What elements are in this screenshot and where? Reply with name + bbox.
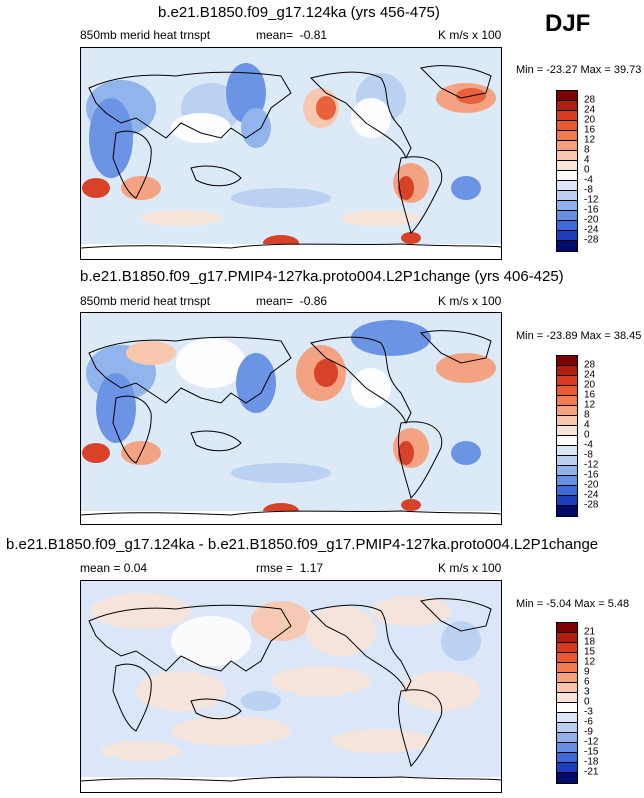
panel-1-variable-label: 850mb merid heat trnspt [80, 28, 211, 42]
panel-2-map [80, 312, 502, 525]
colorbar-label: 4 [584, 154, 590, 166]
colorbar-label: -9 [584, 726, 593, 738]
panel-2-title: b.e21.B1850.f09_g17.PMIP4-127ka.proto004… [80, 268, 564, 285]
colorbar-label: -4 [584, 439, 593, 451]
colorbar-label: -28 [584, 499, 599, 511]
panel-3-mean-label: mean = 0.04 [80, 561, 148, 575]
colorbar-label: -8 [584, 184, 593, 196]
panel-2-variable-label: 850mb merid heat trnspt [80, 294, 211, 308]
colorbar-label: 24 [584, 369, 596, 381]
colorbar-label: -3 [584, 706, 593, 718]
colorbar-label: 12 [584, 399, 596, 411]
colorbar-label: 4 [584, 419, 590, 431]
panel-2-mean-label: mean= -0.86 [256, 294, 328, 308]
colorbar-label: -21 [584, 766, 599, 778]
panel-1-title: b.e21.B1850.f09_g17.124ka (yrs 456-475) [158, 4, 440, 21]
panel-3-title: b.e21.B1850.f09_g17.124ka - b.e21.B1850.… [6, 536, 599, 553]
colorbar-label: 16 [584, 124, 596, 136]
colorbar-label: -18 [584, 756, 599, 768]
panel-3-map [80, 580, 502, 793]
colorbar-label: 20 [584, 114, 596, 126]
colorbar-label: -12 [584, 736, 599, 748]
colorbar-label: 15 [584, 646, 596, 658]
colorbar-label: -28 [584, 234, 599, 246]
panel-1-minmax: Min = -23.27 Max = 39.73 [516, 64, 642, 76]
colorbar-label: -4 [584, 174, 593, 186]
colorbar-label: -12 [584, 459, 599, 471]
colorbar-label: 20 [584, 379, 596, 391]
colorbar-label: 8 [584, 144, 590, 156]
colorbar-label: -12 [584, 194, 599, 206]
colorbar-label: 0 [584, 696, 590, 708]
colorbar-label: 12 [584, 134, 596, 146]
colorbar-label: -16 [584, 469, 599, 481]
season-label: DJF [545, 10, 591, 37]
panel-1-units: K m/s x 100 [438, 28, 502, 42]
colorbar-label: -15 [584, 746, 599, 758]
colorbar-label: 8 [584, 409, 590, 421]
panel-1-mean-label: mean= -0.81 [256, 28, 328, 42]
colorbar-label: 28 [584, 94, 596, 106]
colorbar-label: 3 [584, 686, 590, 698]
colorbar-label: 12 [584, 656, 596, 668]
panel-2-minmax: Min = -23.89 Max = 38.45 [516, 330, 642, 342]
colorbar-label: 6 [584, 676, 590, 688]
panel-2-colorbar [556, 355, 578, 517]
colorbar-label: 0 [584, 164, 590, 176]
colorbar-label: 18 [584, 636, 596, 648]
panel-3-units: K m/s x 100 [438, 561, 502, 575]
colorbar-label: 16 [584, 389, 596, 401]
colorbar-label: 28 [584, 359, 596, 371]
panel-2-units: K m/s x 100 [438, 294, 502, 308]
colorbar-label: -16 [584, 204, 599, 216]
colorbar-label: -6 [584, 716, 593, 728]
colorbar-label: -24 [584, 224, 599, 236]
colorbar-label: 21 [584, 626, 596, 638]
colorbar-label: -20 [584, 479, 599, 491]
panel-3-colorbar [556, 622, 578, 784]
colorbar-label: -24 [584, 489, 599, 501]
panel-1-map [80, 47, 502, 260]
colorbar-label: 0 [584, 429, 590, 441]
colorbar-label: -20 [584, 214, 599, 226]
panel-1-colorbar [556, 90, 578, 252]
panel-3-minmax: Min = -5.04 Max = 5.48 [516, 598, 630, 610]
colorbar-label: 9 [584, 666, 590, 678]
colorbar-label: -8 [584, 449, 593, 461]
panel-3-rmse-label: rmse = 1.17 [256, 561, 324, 575]
colorbar-label: 24 [584, 104, 596, 116]
